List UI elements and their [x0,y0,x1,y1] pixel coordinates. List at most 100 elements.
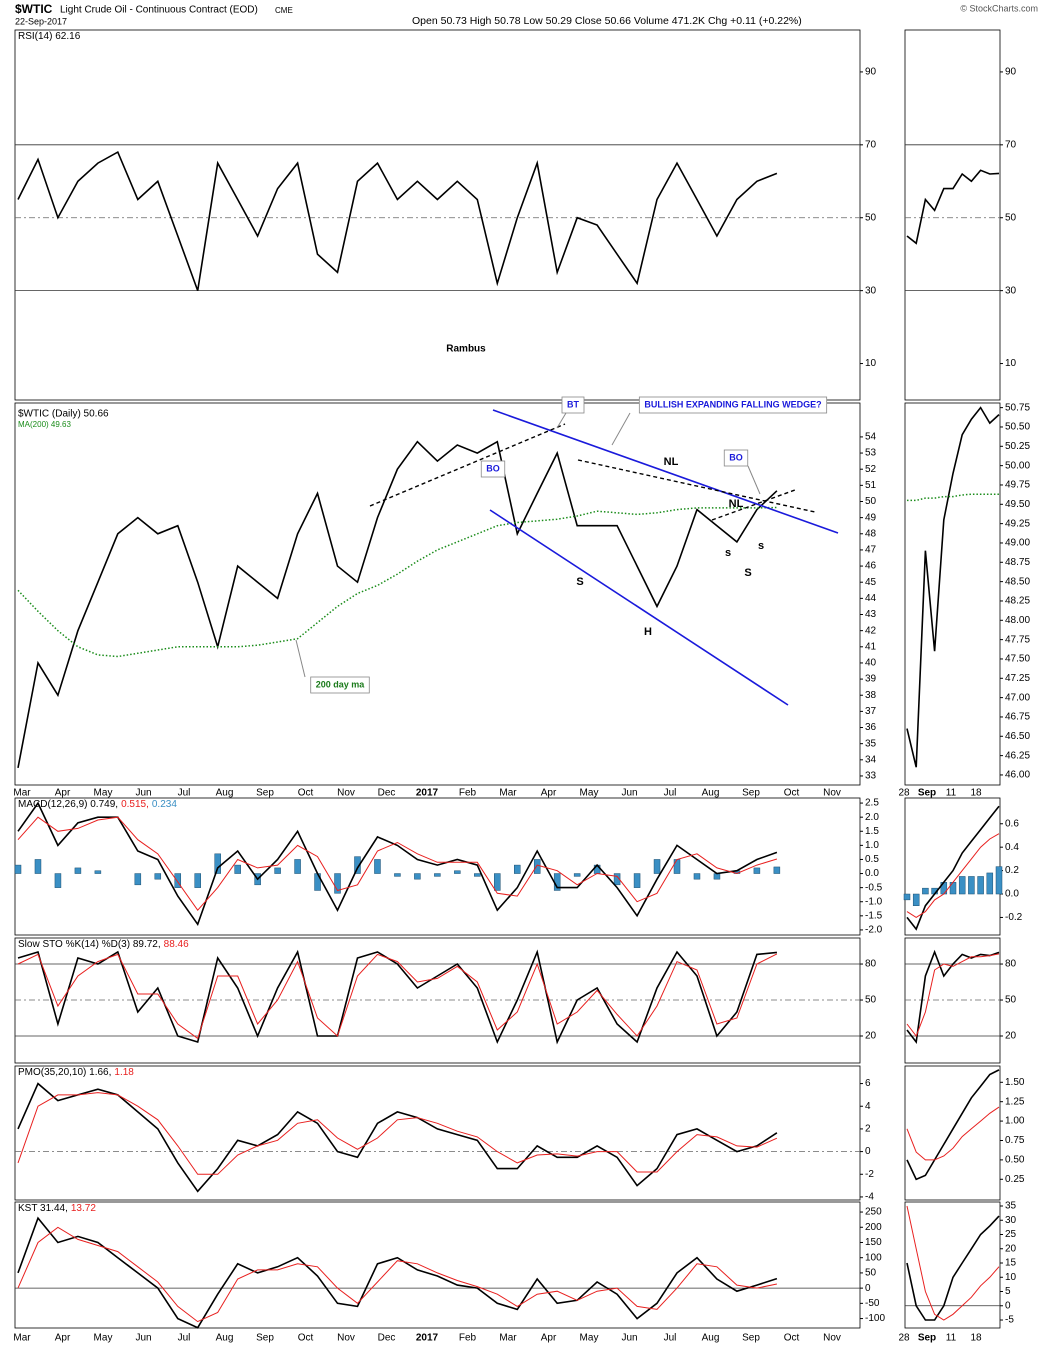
histogram-bar [753,867,761,874]
series-line [17,949,777,1045]
x-tick-label: Jul [178,788,191,799]
annotation: NL [664,456,679,468]
y-tick-label: 1.5 [865,826,879,837]
x-tick-label: Apr [55,788,71,799]
y-tick-label: 0.50 [1005,1155,1025,1166]
y-tick-label: 50 [1005,212,1017,223]
y-tick-label: 5 [1005,1286,1011,1297]
y-tick-label: 43 [865,609,877,620]
annotation-box [310,676,370,694]
histogram-bar [613,873,621,886]
y-tick-label: 53 [865,448,877,459]
y-tick-label: 52 [865,464,877,475]
y-tick-label: 48 [865,528,877,539]
x-tick-label: Aug [216,788,234,799]
annotation: s [725,547,731,559]
annotation: BO [729,452,743,462]
y-tick-label: 50 [865,212,877,223]
x-tick-label: Nov [823,788,841,799]
histogram-bar [94,870,102,874]
y-tick-label: -0.5 [865,882,883,893]
exchange: CME [275,6,293,15]
x-tick-label: Mar [13,788,31,799]
y-tick-label: 48.50 [1005,576,1030,587]
histogram-bar [174,873,182,888]
histogram-bar [474,873,481,877]
panel-frame [14,937,861,1064]
x-tick-label: Oct [298,788,314,799]
y-tick-label: 47.50 [1005,654,1030,665]
y-tick-label: 0 [1005,1300,1011,1311]
histogram-bar [912,893,920,906]
y-tick-label: 250 [865,1207,882,1218]
histogram-bar [903,893,911,901]
legend: Slow STO %K(14) %D(3) 89.72, 88.46 [18,939,189,950]
legend-entry: 13.72 [71,1203,96,1214]
y-tick-label: 0.0 [1005,889,1019,900]
y-tick-label: 20 [865,1031,877,1042]
histogram-bar [454,870,461,874]
series-line [906,949,1000,1045]
legend-entry: RSI(14) 62.16 [18,31,81,42]
y-tick-label: 49 [865,512,877,523]
y-tick-label: 37 [865,706,877,717]
annotation: NL [729,498,744,510]
x-tick-label: 11 [946,1333,957,1344]
y-tick-label: 30 [865,285,877,296]
histogram-bar [633,873,641,888]
x-tick-label: Apr [55,1333,71,1344]
y-tick-label: 35 [1005,1201,1017,1212]
y-tick-label: 50 [865,995,877,1006]
histogram-bar [693,873,701,880]
x-tick-label: May [580,1333,599,1344]
y-tick-label: 1.50 [1005,1077,1025,1088]
series-line [17,1092,778,1175]
series-line [17,801,778,927]
y-tick-label: 0 [865,1146,871,1157]
y-tick-label: 4 [865,1101,871,1112]
y-tick-label: 46.50 [1005,731,1030,742]
y-tick-label: 48.00 [1005,615,1030,626]
x-tick-label: Aug [216,1333,234,1344]
y-tick-label: 50.25 [1005,441,1030,452]
histogram-bar [334,873,341,894]
y-tick-label: 47.75 [1005,634,1030,645]
x-tick-label: Jul [178,1333,191,1344]
y-tick-label: 39 [865,674,877,685]
y-tick-label: 6 [865,1078,871,1089]
instrument-name: Light Crude Oil - Continuous Contract (E… [60,5,258,16]
x-tick-label: Sep [918,788,936,799]
x-tick-label: Sep [256,1333,274,1344]
x-tick-label: Oct [784,788,800,799]
y-tick-label: 47.00 [1005,692,1030,703]
y-tick-label: 80 [865,959,877,970]
histogram-bar [986,872,994,895]
histogram-bar [995,866,1003,895]
histogram-bar [54,873,62,888]
y-tick-label: 42 [865,625,877,636]
y-tick-label: -50 [865,1298,880,1309]
y-tick-label: 44 [865,593,877,604]
annotation: BULLISH EXPANDING FALLING WEDGE? [644,399,821,409]
annotation: S [744,567,751,579]
x-tick-label: Oct [298,1333,314,1344]
legend-entry: KST 31.44, [18,1203,68,1214]
x-tick-label: Mar [499,1333,517,1344]
y-tick-label: 2.0 [865,812,879,823]
histogram-bar [958,876,966,895]
histogram-bar [354,856,361,874]
series-line [17,1226,778,1323]
y-tick-label: 50 [865,1268,877,1279]
y-tick-label: 40 [865,658,877,669]
y-tick-label: -5 [1005,1315,1014,1326]
y-tick-label: 150 [865,1237,882,1248]
histogram-bar [653,859,661,874]
y-tick-label: 15 [1005,1258,1017,1269]
histogram-bar [713,873,721,880]
annotation: 200 day ma [316,679,366,689]
x-tick-label: May [580,788,599,799]
panel-frame [14,797,861,936]
y-tick-label: 10 [1005,358,1017,369]
series-line [17,1082,778,1193]
y-tick-label: 50 [865,496,877,507]
